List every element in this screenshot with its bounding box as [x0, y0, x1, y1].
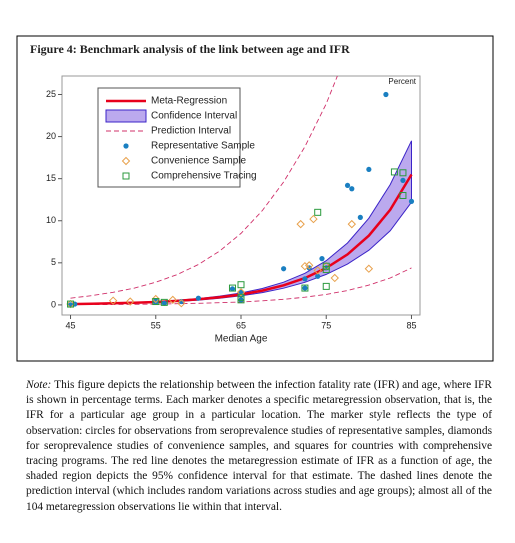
x-tick-label: 55 — [151, 320, 161, 330]
x-axis-label: Median Age — [215, 334, 268, 345]
note: Note: This figure depicts the relationsh… — [26, 378, 492, 515]
y-tick-label: 5 — [51, 257, 56, 267]
x-tick-label: 45 — [66, 320, 76, 330]
point — [344, 182, 351, 189]
point — [177, 299, 186, 308]
legend-swatch — [122, 172, 130, 180]
point — [330, 273, 339, 283]
point — [229, 286, 236, 292]
point — [195, 295, 201, 301]
point — [309, 214, 318, 224]
point — [236, 288, 246, 297]
point — [314, 208, 322, 216]
legend-label: Confidence Interval — [151, 111, 237, 122]
point — [390, 168, 398, 176]
legend-label: Convenience Sample — [151, 156, 246, 167]
point — [108, 296, 118, 305]
legend — [97, 87, 241, 188]
x-tick-label: 85 — [406, 320, 416, 330]
y-axis-label: Percent — [388, 77, 416, 86]
y-tick-label: 0 — [51, 299, 56, 309]
legend-label: Representative Sample — [151, 141, 255, 152]
point — [408, 198, 415, 204]
point — [67, 300, 75, 308]
point — [302, 276, 308, 282]
point — [357, 214, 363, 220]
legend-label: Prediction Interval — [151, 126, 231, 137]
point — [313, 266, 322, 275]
point — [399, 192, 407, 199]
point — [237, 296, 245, 304]
point — [178, 298, 184, 305]
point — [296, 219, 305, 229]
note-text: This figure depicts the relationship bet… — [26, 379, 492, 513]
chart-title: Figure 4: Benchmark analysis of the link… — [30, 42, 350, 56]
point — [349, 186, 355, 192]
point — [125, 297, 135, 306]
note-label: Note: — [26, 379, 52, 391]
chart: Figure 4: Benchmark analysis of the link… — [16, 35, 494, 362]
y-tick-label: 25 — [46, 89, 56, 99]
x-tick-label: 75 — [321, 320, 331, 330]
legend-label: Meta-Regression — [151, 96, 227, 107]
point — [315, 273, 321, 279]
point — [152, 298, 160, 306]
y-tick-label: 10 — [46, 215, 56, 225]
point — [383, 91, 389, 98]
legend-label: Comprehensive Tracing — [151, 171, 257, 182]
y-tick-label: 15 — [46, 173, 56, 183]
point — [300, 261, 310, 271]
point — [151, 294, 160, 304]
point — [168, 295, 178, 305]
point — [237, 281, 245, 289]
legend-swatch — [123, 143, 129, 149]
prediction-line — [70, 76, 338, 299]
point — [72, 301, 78, 307]
figure-frame — [16, 35, 494, 362]
point — [228, 284, 236, 292]
point — [160, 298, 168, 306]
y-tick-label: 20 — [46, 131, 56, 141]
point — [364, 264, 374, 273]
point — [161, 300, 167, 306]
point — [400, 177, 406, 183]
point — [281, 266, 287, 272]
point — [322, 266, 330, 274]
plot-area — [66, 76, 415, 309]
point — [322, 282, 330, 290]
point — [347, 219, 357, 229]
x-tick-label: 65 — [236, 320, 246, 330]
point — [301, 284, 309, 292]
legend-swatch — [105, 109, 147, 123]
point — [238, 289, 244, 295]
point — [399, 169, 407, 177]
point — [366, 166, 372, 173]
point — [304, 261, 314, 270]
legend-swatch — [121, 156, 131, 166]
point — [302, 285, 308, 291]
point — [319, 256, 325, 262]
